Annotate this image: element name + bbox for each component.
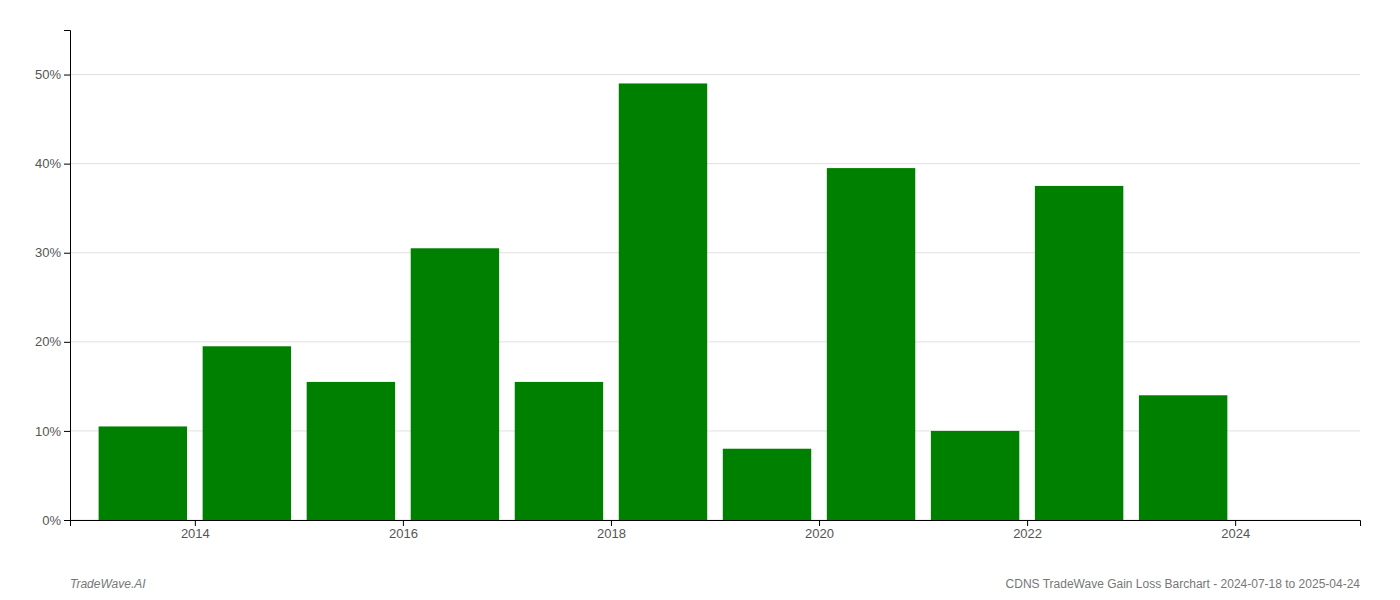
y-axis-line bbox=[64, 31, 71, 521]
y-tick: 50% bbox=[35, 67, 70, 82]
x-tick-label: 2022 bbox=[1013, 526, 1042, 541]
x-tick: 2024 bbox=[1221, 520, 1250, 541]
x-tick-label: 2020 bbox=[805, 526, 834, 541]
y-tick-label: 30% bbox=[35, 245, 61, 260]
y-tick-label: 40% bbox=[35, 156, 61, 171]
x-tick-label: 2014 bbox=[181, 526, 210, 541]
y-tick-mark bbox=[64, 253, 70, 254]
x-tick-label: 2024 bbox=[1221, 526, 1250, 541]
bar bbox=[411, 248, 499, 520]
y-tick-mark bbox=[64, 164, 70, 165]
x-tick-mark bbox=[1027, 520, 1028, 526]
y-tick: 10% bbox=[35, 424, 70, 439]
y-tick: 30% bbox=[35, 245, 70, 260]
x-tick-mark bbox=[611, 520, 612, 526]
plot-area: 2014 2016 2018 2020 2022 2024 0% 10% 20% 30% 40% 50… bbox=[35, 31, 1361, 542]
chart-svg: 2014 2016 2018 2020 2022 2024 0% 10% 20% 30% 40% 50… bbox=[0, 0, 1400, 600]
bar bbox=[723, 449, 811, 520]
y-tick-label: 50% bbox=[35, 67, 61, 82]
x-tick: 2016 bbox=[389, 520, 418, 541]
bar bbox=[619, 83, 707, 520]
bar bbox=[1035, 186, 1123, 520]
grid-line bbox=[70, 163, 1360, 164]
bar bbox=[203, 346, 291, 520]
bar bbox=[1139, 395, 1227, 520]
x-tick: 2018 bbox=[597, 520, 626, 541]
x-tick-mark bbox=[1235, 520, 1236, 526]
footer-left: TradeWave.AI bbox=[70, 577, 146, 591]
x-tick: 2022 bbox=[1013, 520, 1042, 541]
bars bbox=[99, 83, 1228, 520]
y-tick-mark bbox=[64, 342, 70, 343]
y-tick-mark bbox=[64, 520, 70, 521]
y-tick-label: 10% bbox=[35, 424, 61, 439]
x-tick-mark bbox=[195, 520, 196, 526]
y-tick: 40% bbox=[35, 156, 70, 171]
x-tick-label: 2018 bbox=[597, 526, 626, 541]
x-axis-line bbox=[71, 521, 1361, 527]
x-tick: 2020 bbox=[805, 520, 834, 541]
grid-line bbox=[70, 74, 1360, 75]
y-tick-label: 0% bbox=[42, 513, 61, 528]
x-tick-label: 2016 bbox=[389, 526, 418, 541]
x-axis: 2014 2016 2018 2020 2022 2024 bbox=[71, 520, 1361, 541]
bar bbox=[931, 431, 1019, 520]
grid-line bbox=[70, 252, 1360, 253]
x-tick-mark bbox=[403, 520, 404, 526]
y-axis: 0% 10% 20% 30% 40% 50% bbox=[35, 31, 71, 528]
y-tick-mark bbox=[64, 75, 70, 76]
x-tick: 2014 bbox=[181, 520, 210, 541]
footer-right: CDNS TradeWave Gain Loss Barchart - 2024… bbox=[1006, 577, 1361, 591]
x-tick-mark bbox=[819, 520, 820, 526]
grid-line bbox=[70, 341, 1360, 342]
bar bbox=[307, 382, 395, 520]
y-tick-label: 20% bbox=[35, 334, 61, 349]
y-tick: 20% bbox=[35, 334, 70, 349]
bar bbox=[827, 168, 915, 520]
y-tick: 0% bbox=[42, 513, 70, 528]
grid bbox=[70, 75, 1360, 520]
bar bbox=[515, 382, 603, 520]
bar bbox=[99, 426, 187, 520]
y-tick-mark bbox=[64, 431, 70, 432]
